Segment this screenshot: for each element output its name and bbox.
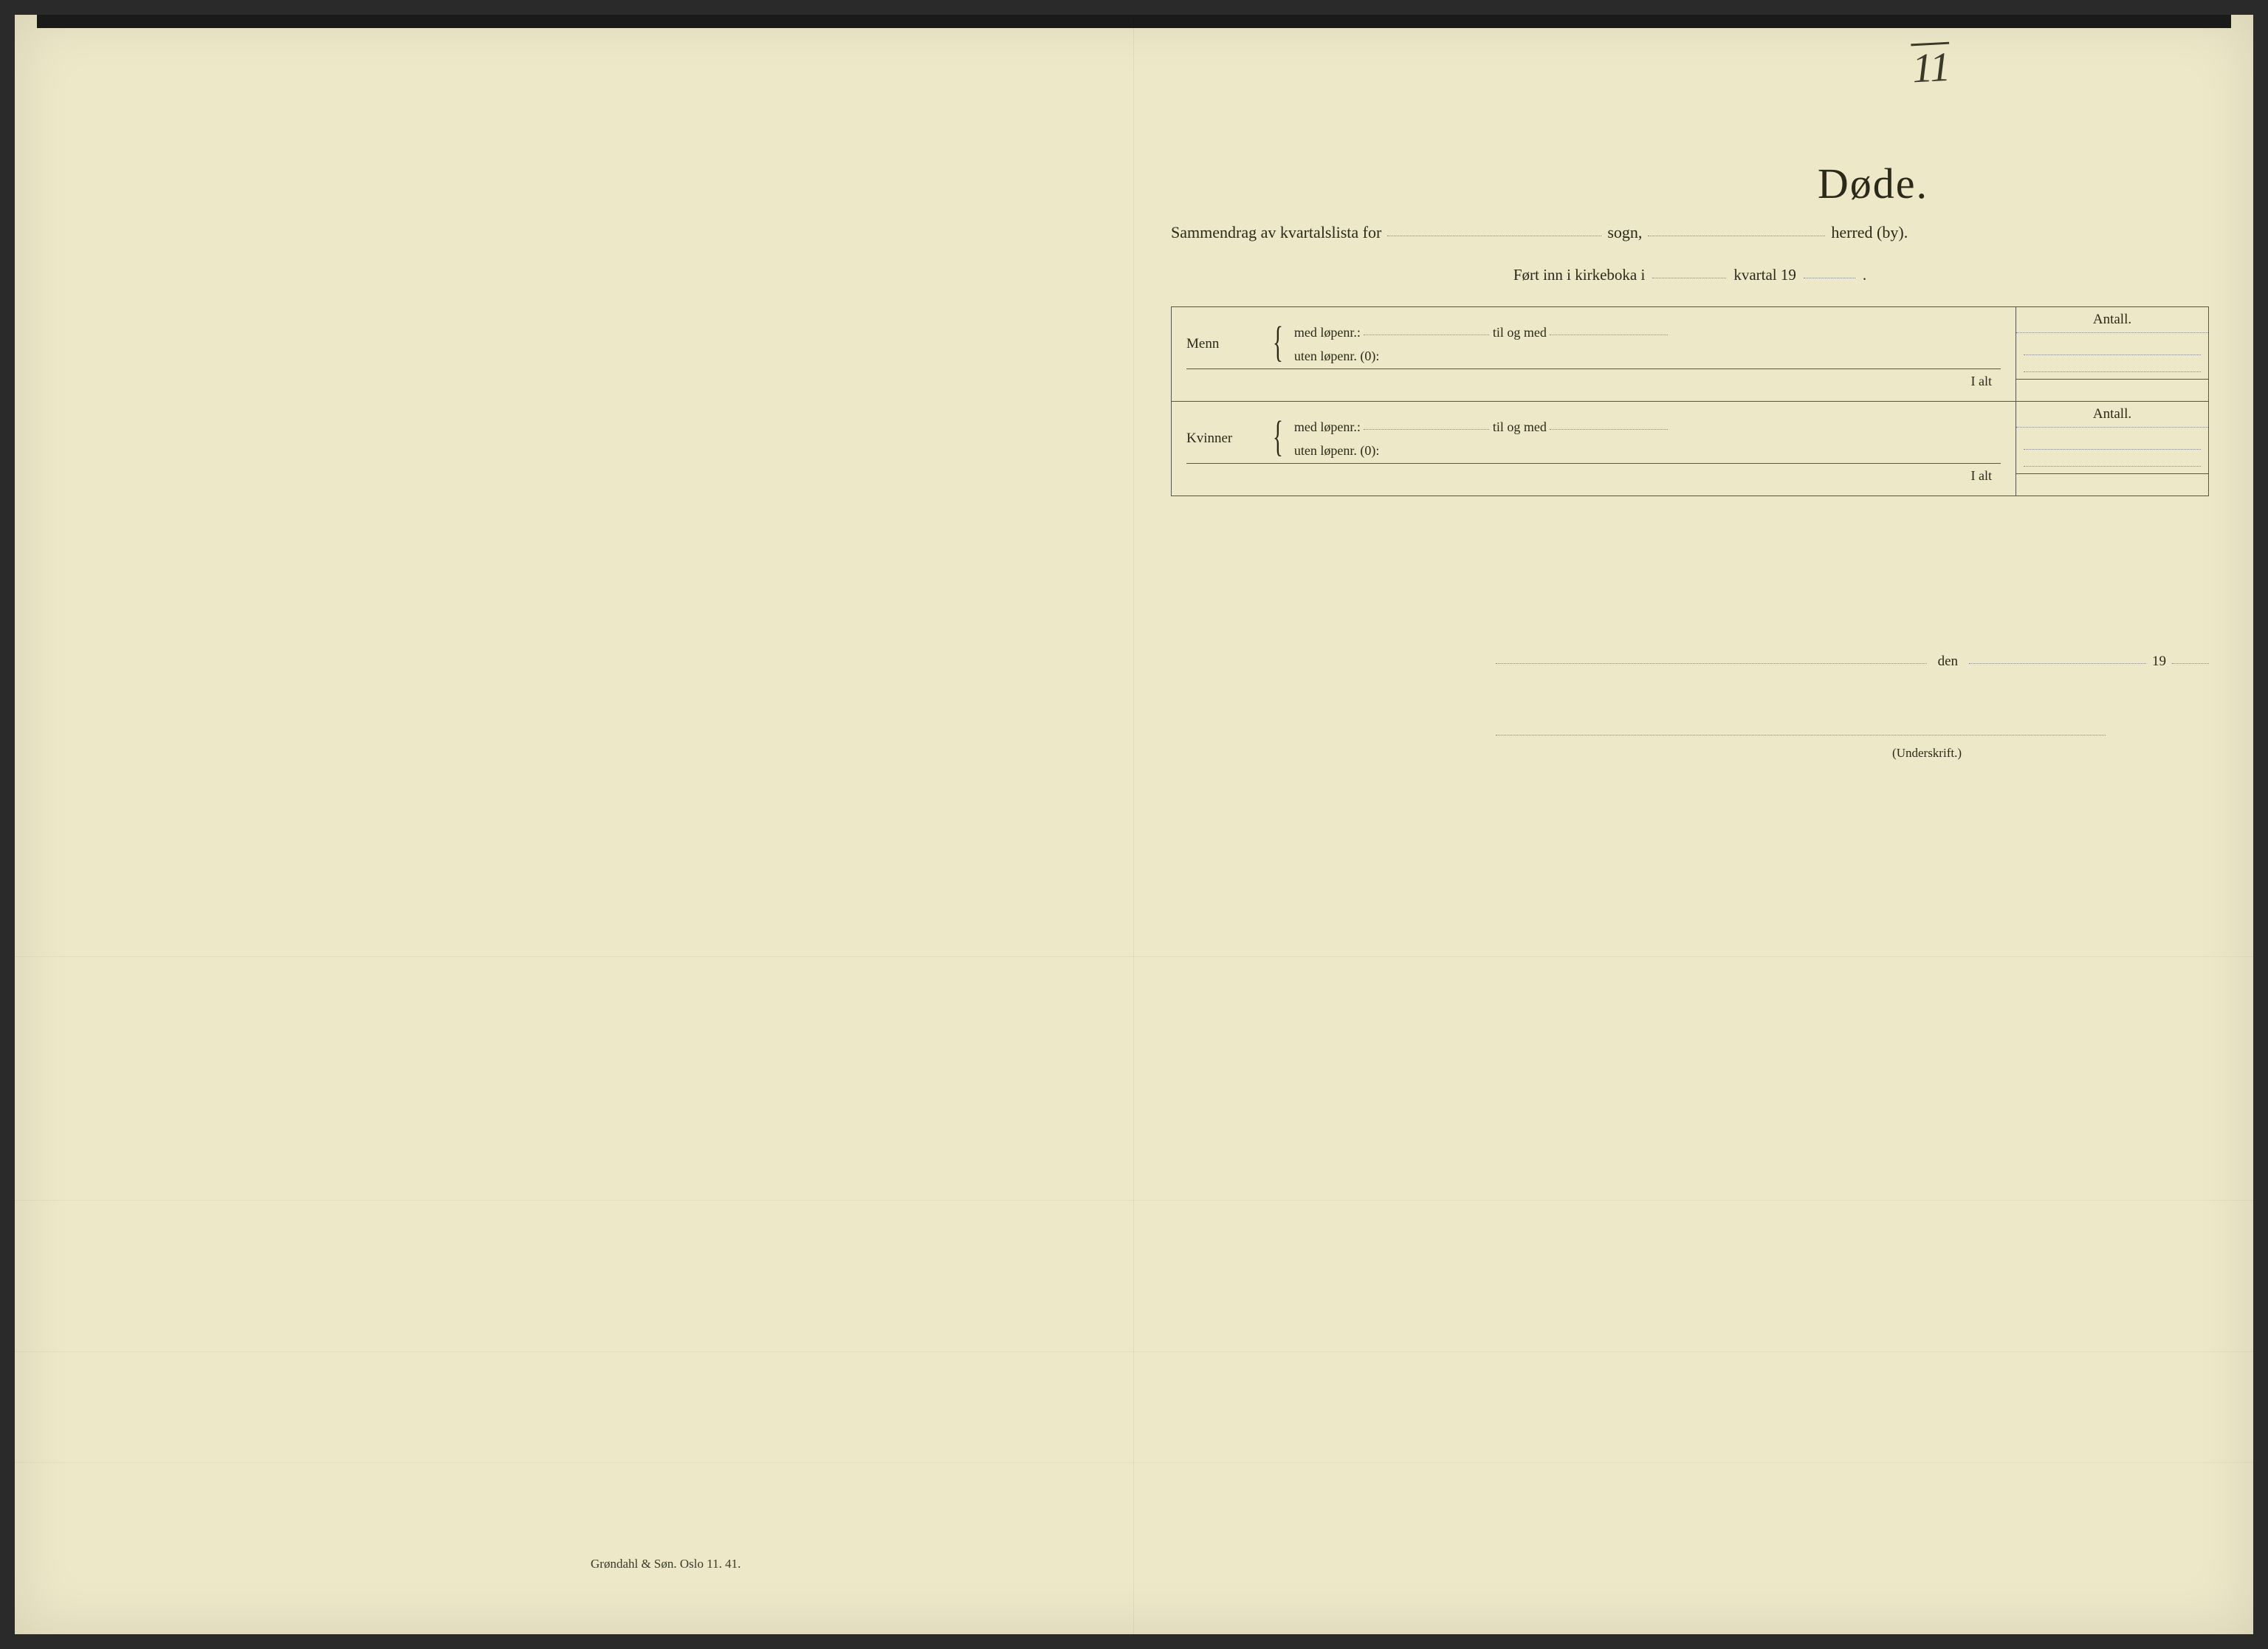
- table-section-menn: Menn { med løpenr.: til og med uten løpe…: [1172, 307, 2208, 402]
- antall-header-2: Antall.: [2016, 402, 2208, 428]
- menn-count-lines: [2016, 333, 2208, 379]
- kvinner-line1b: til og med: [1493, 419, 1547, 434]
- kvinner-bracket-content: med løpenr.: til og med uten løpenr. (0)…: [1294, 415, 1668, 463]
- signature-line: [1496, 735, 2106, 736]
- subtitle-herred: herred (by).: [1831, 223, 1908, 242]
- menn-count-total: [2016, 379, 2208, 401]
- right-page: 11 Døde. Sammendrag av kvartalslista for…: [1134, 15, 2253, 1634]
- blank-place: [1496, 663, 1927, 664]
- kvinner-main-cell: Kvinner { med løpenr.: til og med uten l…: [1172, 402, 2016, 496]
- menn-total-label: I alt: [1186, 368, 2001, 394]
- summary-table: Menn { med løpenr.: til og med uten løpe…: [1171, 306, 2209, 496]
- kvinner-line2: uten løpenr. (0):: [1294, 443, 1379, 458]
- line2-suffix: .: [1863, 266, 1866, 284]
- entry-line: Ført inn i kirkeboka i kvartal 19 .: [1171, 266, 2209, 284]
- menn-line1a: med løpenr.:: [1294, 325, 1361, 340]
- menn-line1b: til og med: [1493, 325, 1547, 340]
- document-page: Grøndahl & Søn. Oslo 11. 41. 11 Døde. Sa…: [15, 15, 2253, 1634]
- bracket-icon: {: [1273, 419, 1283, 453]
- kvinner-count-total: [2016, 473, 2208, 496]
- date-line: den 19: [1496, 654, 2209, 670]
- antall-header-1: Antall.: [2016, 307, 2208, 333]
- printer-footer: Grøndahl & Søn. Oslo 11. 41.: [591, 1557, 740, 1571]
- count-line: [2024, 356, 2201, 372]
- year-prefix: 19: [2152, 654, 2166, 670]
- signature-label: (Underskrift.): [1892, 746, 1962, 761]
- subtitle-sogn: sogn,: [1607, 223, 1642, 242]
- count-line: [2024, 339, 2201, 355]
- form-title: Døde.: [1818, 159, 1928, 208]
- menn-label: Menn: [1186, 336, 1268, 352]
- blank-day: [1969, 663, 2146, 664]
- table-section-kvinner: Kvinner { med løpenr.: til og med uten l…: [1172, 402, 2208, 496]
- line2-text1: Ført inn i kirkeboka i: [1513, 266, 1645, 284]
- count-line: [2024, 433, 2201, 450]
- kvinner-count-lines: [2016, 428, 2208, 473]
- subtitle-line: Sammendrag av kvartalslista for sogn, he…: [1171, 223, 2209, 242]
- menn-line2: uten løpenr. (0):: [1294, 349, 1379, 363]
- left-page: Grøndahl & Søn. Oslo 11. 41.: [15, 15, 1134, 1634]
- line2-text2: kvartal 19: [1733, 266, 1796, 284]
- den-label: den: [1938, 654, 1958, 670]
- bracket-icon: {: [1273, 325, 1283, 359]
- menn-main-cell: Menn { med løpenr.: til og med uten løpe…: [1172, 307, 2016, 401]
- menn-count-cell: Antall.: [2016, 307, 2208, 401]
- handwritten-page-number: 11: [1911, 44, 1952, 93]
- kvinner-label: Kvinner: [1186, 431, 1268, 447]
- kvinner-line1a: med løpenr.:: [1294, 419, 1361, 434]
- kvinner-count-cell: Antall.: [2016, 402, 2208, 496]
- kvinner-total-label: I alt: [1186, 463, 2001, 488]
- menn-bracket-content: med løpenr.: til og med uten løpenr. (0)…: [1294, 320, 1668, 368]
- blank-year2: [2172, 663, 2209, 664]
- blank: [1550, 429, 1668, 430]
- blank: [1364, 429, 1489, 430]
- subtitle-prefix: Sammendrag av kvartalslista for: [1171, 223, 1381, 242]
- count-line: [2024, 450, 2201, 467]
